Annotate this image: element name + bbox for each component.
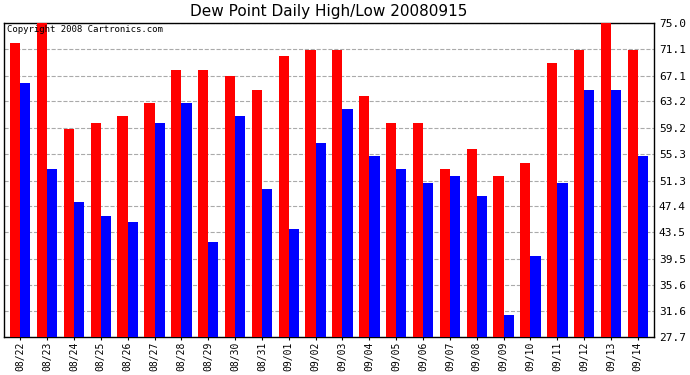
Bar <box>440 169 450 337</box>
Bar <box>584 90 594 337</box>
Bar <box>369 156 380 337</box>
Bar <box>289 229 299 337</box>
Bar <box>90 123 101 337</box>
Title: Dew Point Daily High/Low 20080915: Dew Point Daily High/Low 20080915 <box>190 4 468 19</box>
Bar <box>144 103 155 337</box>
Text: Copyright 2008 Cartronics.com: Copyright 2008 Cartronics.com <box>8 25 164 34</box>
Bar <box>279 56 289 337</box>
Bar <box>235 116 245 337</box>
Bar <box>198 70 208 337</box>
Bar <box>208 242 219 337</box>
Bar <box>181 103 192 337</box>
Bar <box>37 23 47 337</box>
Bar <box>333 50 342 337</box>
Bar <box>342 110 353 337</box>
Bar <box>477 196 487 337</box>
Bar <box>10 43 20 337</box>
Bar <box>601 16 611 337</box>
Bar <box>306 50 315 337</box>
Bar <box>628 50 638 337</box>
Bar <box>128 222 138 337</box>
Bar <box>531 256 541 337</box>
Bar <box>74 202 84 337</box>
Bar <box>450 176 460 337</box>
Bar <box>423 183 433 337</box>
Bar <box>574 50 584 337</box>
Bar <box>611 90 621 337</box>
Bar <box>171 70 181 337</box>
Bar <box>558 183 567 337</box>
Bar <box>252 90 262 337</box>
Bar <box>262 189 272 337</box>
Bar <box>155 123 165 337</box>
Bar <box>638 156 648 337</box>
Bar <box>466 149 477 337</box>
Bar <box>117 116 128 337</box>
Bar <box>493 176 504 337</box>
Bar <box>101 216 111 337</box>
Bar <box>413 123 423 337</box>
Bar <box>315 142 326 337</box>
Bar <box>225 76 235 337</box>
Bar <box>63 129 74 337</box>
Bar <box>47 169 57 337</box>
Bar <box>520 163 531 337</box>
Bar <box>359 96 369 337</box>
Bar <box>386 123 396 337</box>
Bar <box>396 169 406 337</box>
Bar <box>547 63 558 337</box>
Bar <box>504 315 514 337</box>
Bar <box>20 83 30 337</box>
